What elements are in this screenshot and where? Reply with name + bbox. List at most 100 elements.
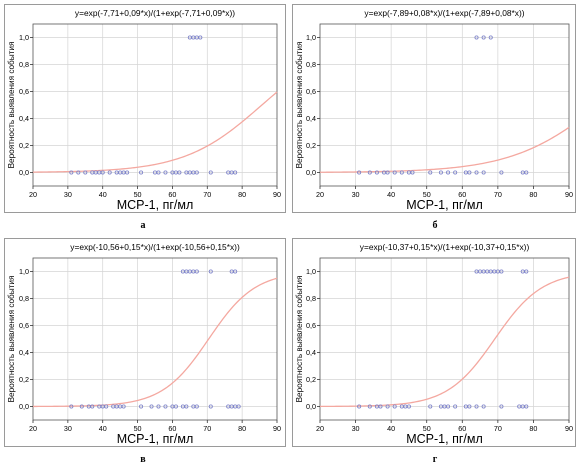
- x-tick-label: 70: [203, 424, 211, 433]
- logistic-curve: [319, 276, 570, 408]
- y-tick-label: 0,4: [306, 114, 316, 123]
- data-point: [156, 404, 161, 409]
- data-point: [198, 35, 203, 40]
- x-tick-label: 20: [29, 190, 37, 199]
- plot-area-border: [319, 257, 570, 421]
- y-tick-label: 0,6: [19, 87, 29, 96]
- data-point: [100, 170, 105, 175]
- y-tick-label: 0,2: [306, 141, 316, 150]
- data-point: [76, 170, 81, 175]
- y-tick-label: 0,4: [19, 348, 29, 357]
- data-point: [481, 404, 486, 409]
- y-tick-label: 0,6: [19, 321, 29, 330]
- data-point: [357, 170, 362, 175]
- data-point: [184, 404, 189, 409]
- data-point: [467, 404, 472, 409]
- y-tick-label: 1,0: [19, 267, 29, 276]
- x-tick-label: 30: [64, 424, 72, 433]
- x-tick-label: 30: [352, 424, 360, 433]
- data-point: [233, 269, 238, 274]
- equation-title: y=exp(-10,37+0,15*x)/(1+exp(-10,37+0,15*…: [360, 242, 530, 252]
- data-point: [438, 170, 443, 175]
- panel-frame: [292, 238, 576, 447]
- y-tick-label: 0,4: [306, 348, 316, 357]
- equation-title: y=exp(-7,89+0,08*x)/(1+exp(-7,89+0,08*x)…: [364, 8, 524, 18]
- data-point: [208, 404, 213, 409]
- y-tick-label: 1,0: [306, 267, 316, 276]
- data-point: [173, 404, 178, 409]
- data-point: [410, 170, 415, 175]
- x-axis-label: МСР-1, пг/мл: [117, 198, 194, 212]
- data-point: [163, 170, 168, 175]
- logistic-curve: [319, 126, 570, 173]
- data-point: [208, 170, 213, 175]
- data-point: [125, 170, 130, 175]
- panel-frame: [4, 4, 286, 213]
- data-point: [474, 35, 479, 40]
- y-tick-label: 0,0: [306, 168, 316, 177]
- y-tick-label: 0,2: [19, 375, 29, 384]
- data-point: [524, 269, 529, 274]
- y-axis-label: Вероятность выявления события: [7, 276, 16, 403]
- x-tick-label: 90: [273, 424, 281, 433]
- x-tick-label: 90: [273, 190, 281, 199]
- data-point: [392, 170, 397, 175]
- data-point: [156, 170, 161, 175]
- data-point: [481, 35, 486, 40]
- data-point: [90, 404, 95, 409]
- panel-letter: а: [141, 220, 146, 231]
- y-tick-label: 0,4: [19, 114, 29, 123]
- x-tick-label: 50: [423, 190, 431, 199]
- x-tick-label: 70: [203, 190, 211, 199]
- y-tick-label: 0,2: [19, 141, 29, 150]
- y-tick-label: 0,8: [306, 294, 316, 303]
- data-point: [139, 404, 144, 409]
- y-tick-label: 0,2: [306, 375, 316, 384]
- logistic-curve: [32, 91, 278, 173]
- data-point: [177, 170, 182, 175]
- x-tick-label: 60: [458, 190, 466, 199]
- x-tick-label: 20: [29, 424, 37, 433]
- x-tick-label: 30: [352, 190, 360, 199]
- panel-frame: [292, 4, 576, 213]
- x-axis-label: МСР-1, пг/мл: [406, 198, 483, 212]
- data-point: [104, 404, 109, 409]
- x-tick-label: 60: [458, 424, 466, 433]
- x-tick-label: 40: [387, 424, 395, 433]
- data-point: [446, 404, 451, 409]
- y-tick-label: 0,6: [306, 321, 316, 330]
- x-tick-label: 90: [565, 190, 573, 199]
- logistic-curve: [32, 277, 278, 408]
- data-point: [499, 269, 504, 274]
- data-point: [69, 404, 74, 409]
- data-point: [367, 170, 372, 175]
- y-tick-label: 0,0: [19, 402, 29, 411]
- y-axis-label: Вероятность выявления события: [7, 42, 16, 169]
- data-point: [474, 404, 479, 409]
- y-tick-label: 0,0: [306, 402, 316, 411]
- x-tick-label: 20: [316, 190, 324, 199]
- x-tick-label: 50: [134, 424, 142, 433]
- data-point: [488, 35, 493, 40]
- x-tick-label: 20: [316, 424, 324, 433]
- data-point: [481, 170, 486, 175]
- data-point: [367, 404, 372, 409]
- x-tick-label: 80: [238, 190, 246, 199]
- x-tick-label: 40: [99, 190, 107, 199]
- data-point: [499, 404, 504, 409]
- x-tick-label: 80: [529, 190, 537, 199]
- y-axis-label: Вероятность выявления события: [295, 276, 304, 403]
- x-tick-label: 40: [387, 190, 395, 199]
- chart-panel-2: 20 30 40 50 60 70 80 90 0,0 0,2 0,4 0,6 0,8 1,0 y=exp(…: [292, 4, 576, 213]
- y-tick-label: 1,0: [19, 33, 29, 42]
- plot-area-border: [32, 23, 278, 187]
- y-tick-label: 0,8: [306, 60, 316, 69]
- x-tick-label: 90: [565, 424, 573, 433]
- x-tick-label: 40: [99, 424, 107, 433]
- data-point: [392, 404, 397, 409]
- data-point: [139, 170, 144, 175]
- panel-letter: г: [433, 454, 438, 465]
- data-point: [233, 170, 238, 175]
- y-tick-label: 0,8: [19, 294, 29, 303]
